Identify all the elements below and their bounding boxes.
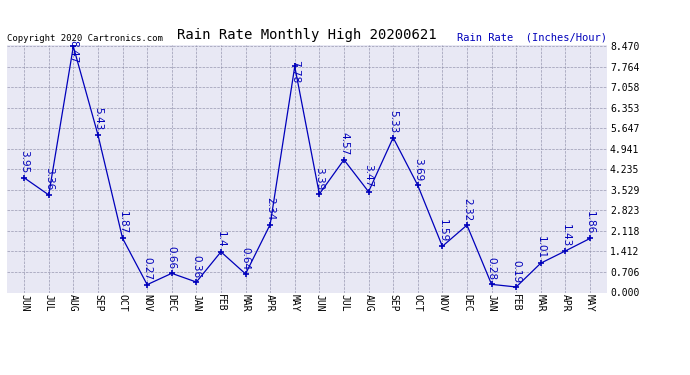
Text: 1.43: 1.43: [560, 224, 571, 247]
Text: 3.47: 3.47: [364, 164, 373, 188]
Text: 0.19: 0.19: [511, 260, 521, 283]
Text: Rain Rate  (Inches/Hour): Rain Rate (Inches/Hour): [457, 33, 607, 42]
Text: 7.78: 7.78: [290, 60, 299, 83]
Text: 0.27: 0.27: [142, 257, 152, 280]
Text: 3.95: 3.95: [19, 150, 29, 174]
Text: 0.66: 0.66: [167, 246, 177, 269]
Text: 3.69: 3.69: [413, 158, 423, 181]
Text: 2.34: 2.34: [265, 197, 275, 220]
Text: 4.57: 4.57: [339, 132, 349, 156]
Text: 1.01: 1.01: [535, 236, 546, 259]
Text: 1.59: 1.59: [437, 219, 447, 242]
Text: 5.33: 5.33: [388, 110, 398, 134]
Text: 1.4: 1.4: [216, 231, 226, 248]
Text: 0.36: 0.36: [191, 255, 201, 278]
Text: 5.43: 5.43: [93, 107, 103, 130]
Text: 0.64: 0.64: [241, 247, 250, 270]
Text: 1.87: 1.87: [117, 211, 128, 234]
Text: 8.47: 8.47: [68, 40, 79, 63]
Text: Copyright 2020 Cartronics.com: Copyright 2020 Cartronics.com: [7, 33, 163, 42]
Text: 1.86: 1.86: [585, 211, 595, 234]
Text: 0.28: 0.28: [486, 257, 497, 280]
Text: 3.39: 3.39: [315, 166, 324, 190]
Title: Rain Rate Monthly High 20200621: Rain Rate Monthly High 20200621: [177, 28, 437, 42]
Text: 2.32: 2.32: [462, 198, 472, 221]
Text: 3.36: 3.36: [43, 168, 54, 191]
